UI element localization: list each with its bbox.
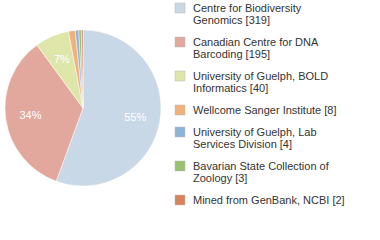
legend-label: Mined from GenBank, NCBI [2] (193, 194, 345, 206)
chart: 55% 34% 7% Centre for BiodiversityGenomics … (0, 0, 380, 240)
legend: Centre for BiodiversityGenomics [319] Can… (175, 2, 345, 206)
legend-swatch (175, 37, 185, 47)
legend-swatch (175, 195, 185, 205)
legend-swatch (175, 127, 185, 137)
data-label: 34% (19, 109, 41, 121)
legend-label: Canadian Centre for DNABarcoding [195] (193, 36, 319, 60)
legend-label: Centre for BiodiversityGenomics [319] (193, 2, 302, 26)
legend-swatch (175, 161, 185, 171)
pie-slice (81, 30, 83, 108)
legend-swatch (175, 3, 185, 13)
legend-label: Bavarian State Collection ofZoology [3] (193, 160, 330, 184)
legend-swatch (175, 105, 185, 115)
legend-label: University of Guelph, LabServices Divisi… (193, 126, 317, 150)
pie-slice (79, 30, 83, 108)
pie-slice (68, 30, 83, 108)
legend-label: Wellcome Sanger Institute [8] (193, 104, 336, 116)
pie-slice (37, 31, 83, 108)
legend-label: University of Guelph, BOLDInformatics [4… (193, 70, 328, 94)
data-label: 7% (54, 53, 70, 65)
pie-slice (75, 30, 83, 108)
data-label: 55% (124, 111, 146, 123)
legend-swatch (175, 71, 185, 81)
pie: 55% 34% 7% (5, 30, 161, 186)
